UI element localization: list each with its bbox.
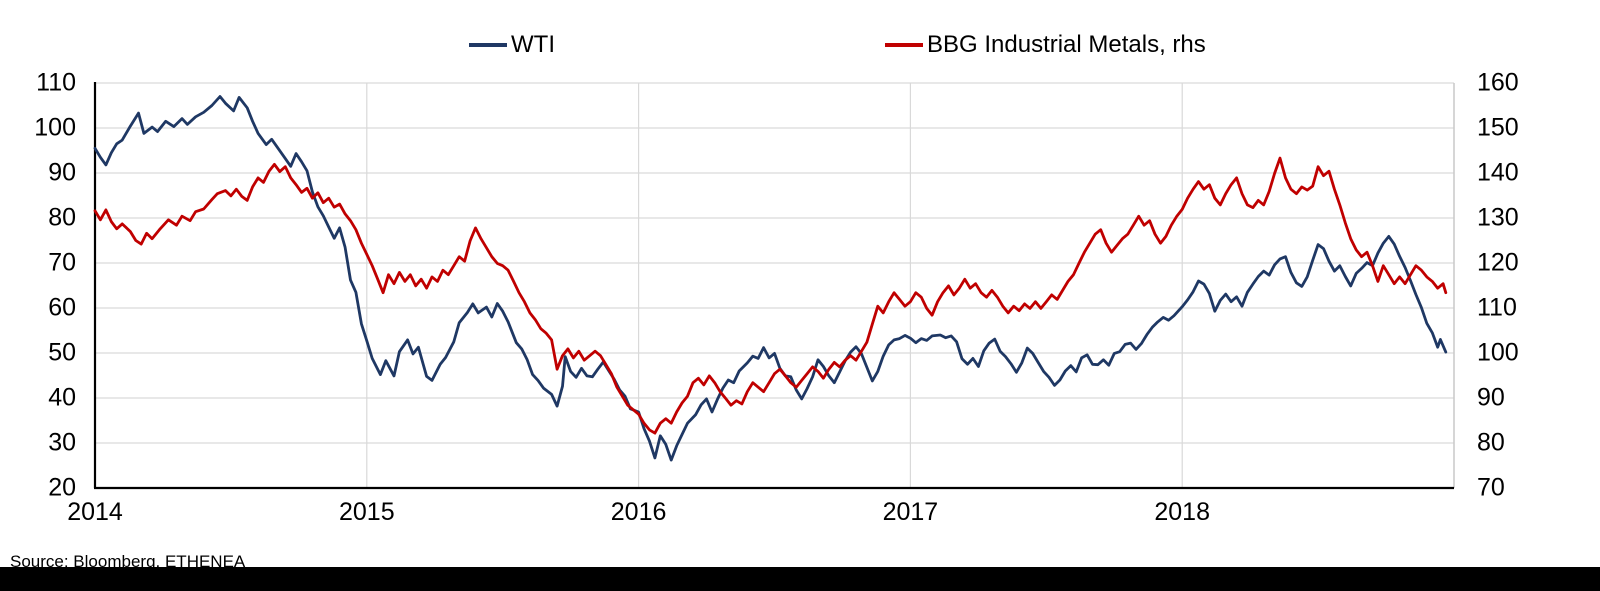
- x-axis-tick-label: 2016: [610, 498, 667, 526]
- y-axis-tick-label-right: 100: [1477, 338, 1519, 367]
- y-axis-tick-label-right: 80: [1477, 428, 1505, 457]
- y-axis-tick-label-right: 150: [1477, 113, 1519, 142]
- y-axis-tick-label-right: 140: [1477, 158, 1519, 187]
- y-axis-tick-label-right: 160: [1477, 68, 1519, 97]
- y-axis-tick-label-left: 100: [34, 113, 76, 142]
- legend-label-bbg-metals: BBG Industrial Metals, rhs: [927, 31, 1206, 58]
- y-axis-tick-label-left: 20: [48, 473, 76, 502]
- y-axis-tick-label-left: 60: [48, 293, 76, 322]
- y-axis-tick-label-right: 70: [1477, 473, 1505, 502]
- legend-item-bbg-metals: BBG Industrial Metals, rhs: [885, 31, 1206, 59]
- source-note: Source: Bloomberg, ETHENEA: [10, 552, 246, 571]
- bottom-bar: [0, 567, 1600, 591]
- wti-line-swatch-icon: [469, 43, 507, 47]
- bbg-metals-line-swatch-icon: [885, 43, 923, 47]
- y-axis-tick-label-left: 50: [48, 338, 76, 367]
- y-axis-tick-label-left: 70: [48, 248, 76, 277]
- y-axis-tick-label-left: 80: [48, 203, 76, 232]
- series-line-wti: [93, 95, 1448, 462]
- x-axis-tick-label: 2015: [338, 498, 395, 526]
- legend-item-wti: WTI: [469, 31, 555, 59]
- y-axis-tick-label-left: 90: [48, 158, 76, 187]
- y-axis-tick-label-left: 40: [48, 383, 76, 412]
- legend-label-wti: WTI: [511, 31, 555, 58]
- y-axis-tick-label-left: 110: [36, 68, 76, 97]
- y-axis-tick-label-right: 120: [1477, 248, 1519, 277]
- x-axis-tick-label: 2014: [67, 498, 123, 526]
- y-axis-tick-label-right: 110: [1477, 293, 1517, 322]
- x-axis-tick-label: 2018: [1154, 498, 1210, 526]
- y-axis-tick-label-right: 90: [1477, 383, 1505, 412]
- y-axis-tick-label-left: 30: [48, 428, 76, 457]
- x-axis-tick-label: 2017: [882, 498, 939, 526]
- y-axis-tick-label-right: 130: [1477, 203, 1519, 232]
- series-line-bbg-metals: [93, 156, 1448, 435]
